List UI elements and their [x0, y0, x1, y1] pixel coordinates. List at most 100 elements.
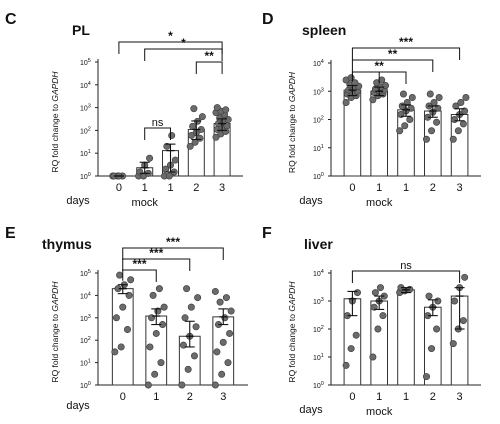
- data-point: [399, 90, 407, 98]
- days-label: days: [66, 195, 90, 207]
- data-point: [190, 352, 198, 360]
- data-point: [183, 285, 191, 293]
- x-tick-label: 1: [403, 182, 409, 194]
- panel-title: thymus: [42, 236, 92, 252]
- data-point: [369, 353, 377, 361]
- y-tick-label: 102: [313, 116, 324, 125]
- data-point: [212, 133, 220, 141]
- data-point: [408, 94, 416, 102]
- significance-bracket: [122, 247, 224, 260]
- bar: [370, 90, 389, 177]
- data-point: [152, 329, 160, 337]
- significance-bracket: [122, 258, 191, 271]
- data-point: [155, 285, 163, 293]
- y-tick-label: 100: [313, 172, 324, 181]
- panel-letter: E: [5, 225, 16, 242]
- data-point: [428, 345, 436, 353]
- data-point: [146, 154, 154, 162]
- x-tick-label: 1: [376, 182, 382, 194]
- days-label: days: [66, 400, 90, 412]
- data-point: [353, 289, 361, 297]
- x-tick-label: 2: [430, 391, 436, 403]
- data-point: [196, 134, 204, 142]
- data-point: [165, 172, 173, 180]
- data-point: [190, 105, 198, 113]
- data-point: [194, 294, 202, 302]
- data-point: [119, 303, 127, 311]
- y-axis-label: RQ fold change to GAPDH: [50, 281, 60, 383]
- y-tick-label: 102: [80, 126, 91, 135]
- data-point: [112, 314, 120, 322]
- significance-bracket: [351, 71, 407, 84]
- data-point: [396, 127, 404, 135]
- data-point: [435, 94, 443, 102]
- significance-bracket: [118, 41, 223, 54]
- x-tick-label: 3: [220, 391, 226, 403]
- data-point: [352, 331, 360, 339]
- data-point: [226, 329, 234, 337]
- significance-label: ***: [399, 35, 413, 49]
- significance-label: ***: [149, 246, 163, 260]
- data-point: [451, 116, 459, 124]
- x-tick-label: 0: [116, 182, 122, 194]
- data-point: [146, 343, 154, 351]
- x-tick-label: 1: [142, 182, 148, 194]
- x-group-label: mock: [366, 197, 393, 209]
- x-tick-label: 0: [120, 391, 126, 403]
- data-point: [434, 297, 442, 305]
- significance-label: *: [168, 29, 173, 43]
- data-point: [218, 370, 226, 378]
- x-group-label: mock: [366, 406, 393, 418]
- significance-bracket: [144, 48, 223, 61]
- significance-label: **: [375, 59, 385, 73]
- significance-bracket: [351, 59, 434, 72]
- data-point: [403, 98, 411, 106]
- significance-bracket: [351, 47, 461, 60]
- days-label: days: [299, 404, 323, 416]
- data-point: [222, 106, 230, 114]
- data-point: [149, 291, 157, 299]
- data-point: [151, 370, 159, 378]
- data-point: [216, 114, 224, 122]
- data-point: [461, 273, 469, 281]
- y-tick-label: 101: [80, 359, 91, 368]
- y-axis-label: RQ fold change to GAPDH: [287, 71, 297, 173]
- y-tick-label: 101: [313, 144, 324, 153]
- data-point: [189, 122, 197, 130]
- panel-title: liver: [304, 236, 333, 252]
- significance-bracket: [195, 61, 223, 74]
- x-tick-label: 2: [193, 182, 199, 194]
- y-tick-label: 104: [80, 291, 91, 300]
- x-tick-label: 3: [457, 182, 463, 194]
- data-point: [371, 289, 379, 297]
- significance-label: ns: [152, 117, 164, 129]
- x-tick-label: 1: [167, 182, 173, 194]
- data-point: [406, 116, 414, 124]
- data-point: [117, 343, 125, 351]
- panel-title: spleen: [302, 22, 346, 38]
- data-point: [222, 294, 230, 302]
- significance-bracket: [351, 270, 461, 283]
- y-tick-label: 100: [313, 381, 324, 390]
- y-tick-label: 104: [80, 81, 91, 90]
- data-point: [433, 118, 441, 126]
- data-point: [221, 314, 229, 322]
- data-point: [374, 325, 382, 333]
- data-point: [187, 303, 195, 311]
- data-point: [168, 131, 176, 139]
- data-point: [178, 381, 186, 389]
- data-point: [144, 381, 152, 389]
- data-point: [213, 104, 221, 112]
- data-point: [213, 348, 221, 356]
- y-tick-label: 104: [313, 269, 324, 278]
- panel-letter: F: [262, 225, 272, 242]
- y-tick-label: 104: [313, 59, 324, 68]
- x-tick-label: 3: [457, 391, 463, 403]
- significance-bracket: [144, 127, 171, 140]
- y-tick-label: 105: [80, 58, 91, 67]
- significance-label: ***: [132, 257, 146, 271]
- data-point: [401, 122, 409, 130]
